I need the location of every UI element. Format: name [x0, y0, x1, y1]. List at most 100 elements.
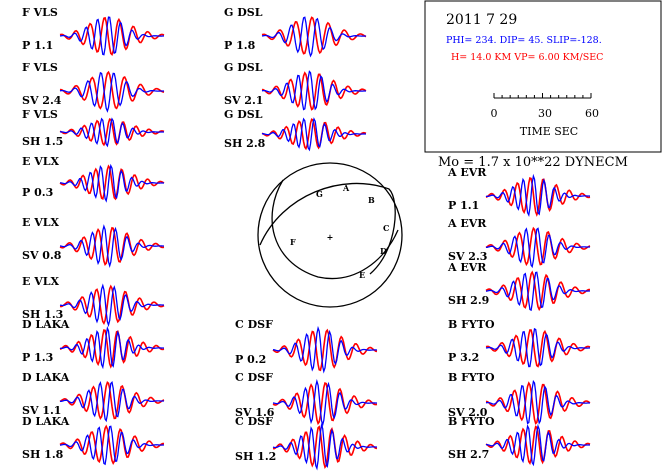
beachball-station-g: G [316, 189, 323, 199]
observed-waveform [261, 117, 366, 152]
observed-waveform [485, 379, 590, 425]
beachball-station-f: F [290, 237, 296, 247]
nodal-plane-1 [259, 182, 396, 275]
observed-waveform [486, 423, 590, 467]
observed-waveform [272, 325, 378, 374]
observed-waveform [60, 380, 164, 423]
observed-waveform [59, 326, 164, 370]
synthetic-waveform [59, 226, 165, 267]
synthetic-waveform [485, 425, 591, 466]
time-tick-0: 0 [491, 107, 498, 120]
time-scale-label: TIME SEC [520, 125, 578, 138]
observed-waveform [59, 425, 164, 466]
component-amplitude-label: SV 2.3 [448, 250, 487, 263]
component-amplitude-label: SH 1.2 [235, 450, 276, 463]
component-amplitude-label: SH 1.3 [22, 308, 63, 321]
event-date: 2011 7 29 [446, 12, 517, 28]
synthetic-waveform [272, 328, 378, 372]
synthetic-waveform [272, 382, 378, 426]
component-amplitude-label: SV 1.1 [22, 404, 61, 417]
synthetic-waveform [485, 270, 590, 312]
panel-f-vls-sh: F VLS SH 1.5 [22, 108, 165, 148]
component-amplitude-label: P 3.2 [448, 351, 479, 364]
component-amplitude-label: SH 1.8 [22, 448, 64, 461]
observed-waveform [59, 16, 164, 56]
synthetic-waveform [59, 164, 165, 201]
synthetic-waveform [485, 226, 591, 267]
panel-e-vlx-sv: E VLX SV 0.8 [22, 216, 165, 268]
beachball-station-d: D [380, 246, 387, 256]
component-amplitude-label: P 1.1 [22, 39, 53, 52]
component-amplitude-label: SV 0.8 [22, 249, 62, 262]
panel-g-dsl-p: G DSL P 1.8 [224, 6, 367, 58]
synthetic-waveform [59, 70, 165, 110]
time-scale-bar: 0 30 60 TIME SEC [491, 93, 599, 138]
station-label: E VLX [22, 216, 59, 229]
panel-f-vls-sv: F VLS SV 2.4 [22, 61, 165, 113]
beachball-station-a: A [342, 183, 350, 193]
panel-c-dsf-p: C DSF P 0.2 [235, 318, 378, 374]
station-label: A EVR [447, 217, 487, 230]
observed-waveform [60, 117, 164, 148]
component-amplitude-label: P 1.3 [22, 351, 53, 364]
component-amplitude-label: P 0.3 [22, 186, 53, 199]
station-label: G DSL [224, 6, 263, 19]
station-label: F VLS [22, 61, 58, 74]
focal-sphere: + G A B F C D E [257, 162, 403, 308]
panel-e-vlx-sh: E VLX SH 1.3 [22, 275, 165, 328]
time-tick-60: 60 [585, 107, 599, 120]
station-label: D LAKA [22, 415, 70, 428]
panel-d-laka-p: D LAKA P 1.3 [22, 318, 165, 370]
station-label: D LAKA [22, 371, 70, 384]
synthetic-waveform [59, 424, 164, 466]
component-amplitude-label: P 1.1 [448, 199, 479, 212]
component-amplitude-label: SH 1.5 [22, 135, 63, 148]
component-amplitude-label: SV 2.0 [448, 406, 488, 419]
station-label: E VLX [22, 275, 59, 288]
beachball-center-mark: + [327, 232, 334, 242]
observed-waveform [59, 283, 164, 328]
station-label: B FYTO [448, 371, 495, 384]
component-amplitude-label: P 1.8 [224, 39, 256, 52]
observed-waveform [59, 163, 164, 203]
beachball-station-c: C [383, 223, 389, 233]
panel-a-evr-sh: A EVR SH 2.9 [447, 261, 590, 312]
station-label: C DSF [235, 318, 273, 331]
station-label: E VLX [22, 155, 59, 168]
observed-waveform [261, 16, 366, 58]
time-tick-30: 30 [538, 107, 552, 120]
observed-waveform [59, 71, 164, 113]
station-label: D LAKA [22, 318, 70, 331]
nodal-plane-2 [271, 179, 399, 280]
component-amplitude-label: SH 2.8 [224, 137, 266, 150]
synthetic-waveform [59, 284, 165, 326]
station-label: G DSL [224, 108, 263, 121]
observed-waveform [272, 378, 377, 428]
synthetic-waveform [485, 329, 591, 368]
panel-a-evr-sv: A EVR SV 2.3 [447, 217, 591, 269]
station-label: G DSL [224, 61, 263, 74]
station-label: B FYTO [448, 318, 495, 331]
panel-g-dsl-sh: G DSL SH 2.8 [224, 108, 367, 152]
beachball-station-e: E [359, 270, 365, 280]
synthetic-waveform [272, 425, 378, 470]
observed-waveform [485, 327, 590, 368]
panel-f-vls-p: F VLS P 1.1 [22, 6, 165, 56]
station-label: B FYTO [448, 415, 495, 428]
depth-velocity: H= 14.0 KM VP= 6.00 KM/SEC [451, 52, 603, 63]
observed-waveform [272, 422, 377, 471]
synthetic-waveform [261, 16, 367, 55]
component-amplitude-label: SH 2.7 [448, 448, 489, 461]
panel-g-dsl-sv: G DSL SV 2.1 [224, 61, 367, 111]
synthetic-waveform [261, 118, 367, 151]
station-label: F VLS [22, 6, 58, 19]
component-amplitude-label: SV 1.6 [235, 406, 275, 419]
panel-a-evr-p: A EVR P 1.1 [447, 166, 591, 218]
panel-b-fyto-sh: B FYTO SH 2.7 [448, 415, 591, 467]
component-amplitude-label: SV 2.4 [22, 94, 62, 107]
observed-waveform [485, 173, 590, 218]
component-amplitude-label: P 0.2 [235, 353, 266, 366]
observed-waveform [486, 227, 590, 269]
beachball-station-b: B [368, 195, 375, 205]
